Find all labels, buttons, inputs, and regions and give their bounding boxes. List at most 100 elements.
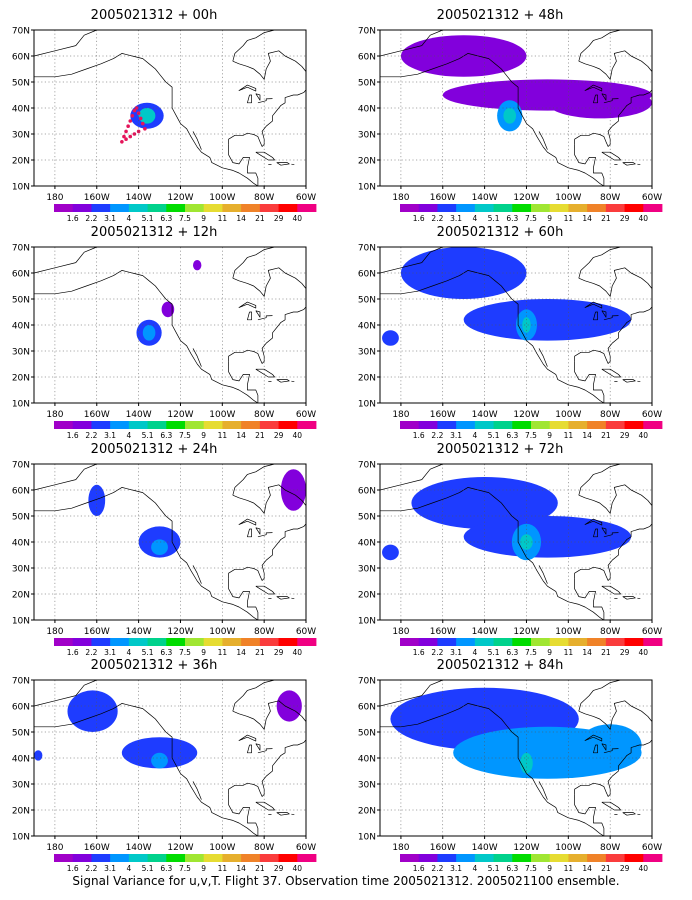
colorbar-swatch [128, 854, 148, 862]
colorbar-label: 29 [620, 864, 630, 873]
lon-tick-label: 120W [513, 410, 539, 420]
coastline-segment [603, 748, 619, 754]
colorbar-label: 1.6 [413, 431, 425, 440]
grid-lines [34, 30, 306, 186]
contour-region [382, 544, 399, 561]
coastline-segment [593, 94, 598, 104]
coastline-segment [637, 597, 641, 600]
grid-lines [380, 680, 652, 836]
coastline-segment [232, 246, 275, 279]
lon-tick-label: 140W [126, 627, 152, 637]
coastline-segment [379, 463, 443, 491]
colorbar-swatch [147, 854, 167, 862]
coastline-segment [255, 310, 261, 318]
observation-point [124, 137, 128, 141]
observation-point [130, 114, 135, 118]
colorbar-label: 14 [582, 648, 592, 657]
colorbar-label: 1.6 [413, 864, 425, 873]
coastline-segment [276, 162, 290, 166]
lon-tick-label: 100W [555, 627, 581, 637]
coastline-segment [601, 527, 607, 535]
colorbar-label: 11 [218, 214, 228, 223]
colorbar-swatch [91, 204, 111, 212]
colorbar-label: 21 [255, 864, 265, 873]
coastline-segment [228, 523, 307, 581]
colorbar-label: 3.1 [104, 864, 116, 873]
colorbar: 1.6 2.2 3.1 4 5.1 6.3 7.5 9 11 14 21 29 40 [54, 204, 317, 223]
lat-tick-label: 40N [12, 105, 30, 115]
colorbar-swatch [241, 421, 261, 429]
lat-tick-label: 20N [358, 807, 376, 817]
colorbar-label: 6.3 [506, 648, 518, 657]
colorbar-label: 9 [547, 214, 552, 223]
lat-tick-label: 40N [12, 539, 30, 549]
coastline-segment [291, 813, 295, 816]
coastline-segment [247, 744, 252, 754]
coastline-segment [584, 84, 603, 92]
lon-tick-label: 180 [46, 410, 63, 420]
colorbar-label: 4 [127, 864, 132, 873]
coastline-segment [574, 578, 605, 620]
coastline [33, 679, 307, 837]
colorbar-swatch [72, 638, 92, 646]
lat-tick-label: 10N [358, 833, 376, 843]
colorbar-swatch [259, 204, 279, 212]
map-plot: 10N 20N 30N 40N 50N 60N 70N 180 160W 140W 120W 100W… [12, 27, 317, 223]
colorbar-label: 29 [274, 864, 284, 873]
coastline-segment [578, 246, 621, 279]
lon-tick-label: 180 [46, 843, 63, 853]
colorbar-swatch [54, 204, 74, 212]
colorbar-swatch [512, 638, 532, 646]
colorbar-swatch [54, 421, 74, 429]
colorbar-swatch [624, 638, 644, 646]
colorbar-swatch [278, 421, 298, 429]
colorbar-label: 40 [639, 214, 649, 223]
colorbar-swatch [166, 854, 186, 862]
contour-region [547, 87, 652, 119]
coastline-segment [637, 163, 641, 166]
colorbar-label: 4 [127, 431, 132, 440]
map-panel-48h: 2005021312 + 48h 10N 20N 30N 40N 50N 60N 70N 18… [350, 8, 680, 223]
lon-tick-label: 100W [555, 193, 581, 203]
colorbar-swatch [456, 854, 476, 862]
coastline-segment [232, 484, 307, 514]
coastline-segment [601, 310, 607, 318]
colorbar-label: 5.1 [488, 864, 500, 873]
colorbar-label: 7.5 [525, 864, 537, 873]
coastline-segment [247, 94, 252, 104]
colorbar-label: 21 [601, 648, 611, 657]
panel-title: 2005021312 + 24h [90, 442, 218, 457]
coastline-segment [637, 813, 641, 816]
colorbar-swatch [185, 854, 205, 862]
contour-region [33, 750, 43, 761]
coastline-segment [574, 306, 653, 364]
map-panel-60h: 2005021312 + 60h 10N 20N 30N 40N 50N 60N 70N 18… [350, 225, 680, 440]
coastline-segment [33, 29, 97, 57]
coastline-segment [33, 463, 97, 491]
colorbar-label: 1.6 [67, 864, 79, 873]
colorbar-swatch [147, 421, 167, 429]
colorbar-swatch [418, 638, 438, 646]
coastline-segment [601, 743, 607, 751]
colorbar: 1.6 2.2 3.1 4 5.1 6.3 7.5 9 11 14 21 29 40 [400, 421, 663, 440]
colorbar-swatch [493, 854, 513, 862]
colorbar-swatch [110, 854, 130, 862]
coastline-segment [538, 781, 548, 800]
colorbar-swatch [568, 204, 588, 212]
coastline-segment [538, 348, 548, 367]
colorbar-label: 3.1 [450, 648, 462, 657]
colorbar-swatch [54, 854, 74, 862]
coastline-segment [593, 528, 598, 538]
grid-lines [380, 30, 652, 186]
lat-tick-label: 20N [358, 591, 376, 601]
colorbar-label: 7.5 [525, 648, 537, 657]
colorbar-swatch [624, 854, 644, 862]
colorbar-swatch [185, 204, 205, 212]
coastline-segment [538, 131, 548, 150]
colorbar-swatch [72, 204, 92, 212]
colorbar-swatch [185, 421, 205, 429]
coastline-segment [238, 84, 257, 92]
coastline-segment [584, 734, 603, 742]
lat-tick-label: 10N [358, 617, 376, 627]
colorbar-label: 29 [274, 214, 284, 223]
